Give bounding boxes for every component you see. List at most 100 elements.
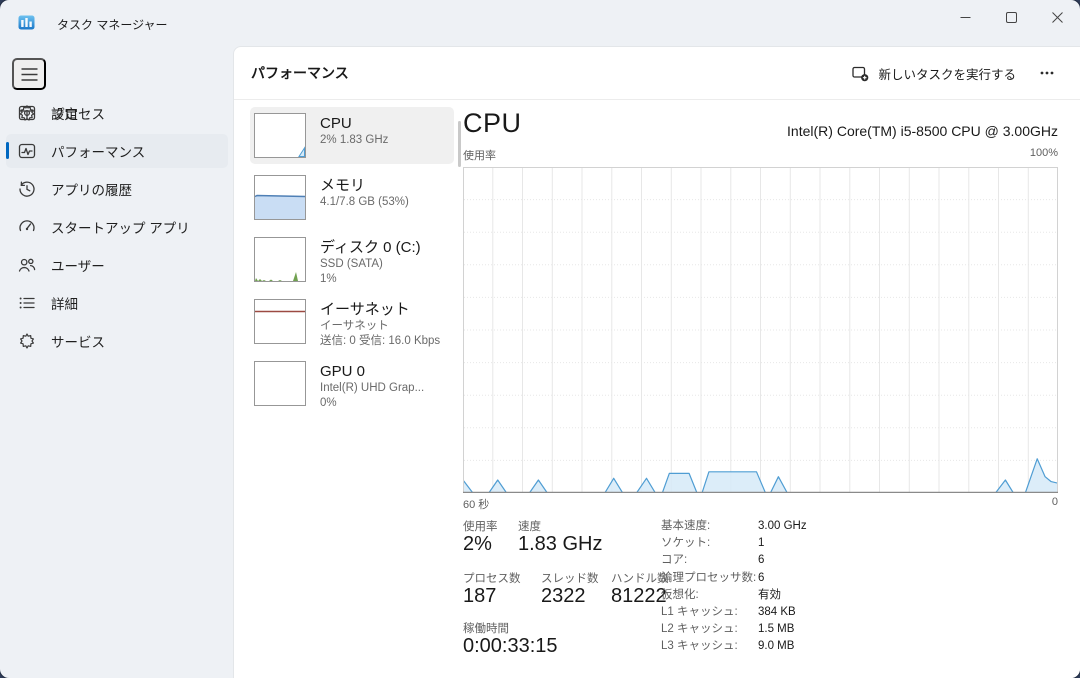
minimize-button[interactable] <box>942 0 988 34</box>
sidebar-item-settings[interactable]: 設定 <box>6 96 228 130</box>
stat-label: 速度 <box>518 521 541 533</box>
stat-label: 稼働時間 <box>463 623 509 635</box>
spec-value: 3.00 GHz <box>758 520 807 532</box>
cpu-stats: 使用率 速度 2% 1.83 GHz プロセス数 スレッド数 ハンドル数 187… <box>463 516 1058 678</box>
device-status: SSD (SATA) <box>320 258 383 270</box>
minimize-icon <box>960 16 970 18</box>
list-item-text: CPU 2% 1.83 GHz <box>320 113 388 158</box>
chart-y-axis-label: 使用率 <box>463 150 496 162</box>
cpu-model-name: Intel(R) Core(TM) i5-8500 CPU @ 3.00GHz <box>787 123 1058 139</box>
hamburger-icon <box>21 67 37 81</box>
cpu-heading: CPU <box>463 108 522 138</box>
spec-label: L1 キャッシュ: <box>661 606 738 619</box>
spec-value: 6 <box>758 554 765 567</box>
disk-mini-chart <box>254 237 306 282</box>
spec-label: 基本速度: <box>661 520 711 532</box>
stat-label: 使用率 <box>463 521 498 533</box>
device-title: CPU <box>320 115 352 132</box>
device-status: 0% <box>320 397 337 409</box>
gpu-mini-chart <box>254 361 306 406</box>
sidebar-item-label: 詳細 <box>51 297 78 312</box>
device-title: GPU 0 <box>320 363 366 380</box>
spec-value: 384 KB <box>758 606 796 619</box>
stat-value-uptime: 0:00:33:15 <box>463 635 558 657</box>
new-task-icon <box>852 66 869 81</box>
spec-label: コア: <box>661 554 688 567</box>
run-new-task-button[interactable]: 新しいタスクを実行する <box>842 57 1026 90</box>
sidebar-item-label: パフォーマンス <box>51 145 146 160</box>
sidebar-item-performance[interactable]: パフォーマンス <box>6 134 228 168</box>
sidebar-item-label: プロセス <box>51 107 105 122</box>
device-status: Intel(R) UHD Grap... <box>320 382 425 394</box>
list-item-text: イーサネット イーサネット 送信: 0 受信: 16.0 Kbps <box>320 299 440 347</box>
chart-x-max-label: 0 <box>1051 496 1058 508</box>
maximize-button[interactable] <box>988 0 1034 34</box>
page-title: パフォーマンス <box>251 65 349 81</box>
memory-mini-chart <box>254 175 306 220</box>
list-item-cpu[interactable]: CPU 2% 1.83 GHz <box>250 107 454 164</box>
chart-y-max-label: 100% <box>1029 147 1058 159</box>
device-title: イーサネット <box>320 301 410 318</box>
device-status: 4.1/7.8 GB (53%) <box>320 196 409 208</box>
list-item-gpu0[interactable]: GPU 0 Intel(R) UHD Grap... 0% <box>250 355 454 412</box>
stat-value-processes: 187 <box>463 585 497 607</box>
list-scrollbar-thumb[interactable] <box>458 121 461 167</box>
spec-label: L3 キャッシュ: <box>661 640 738 653</box>
ellipsis-icon <box>1040 71 1054 75</box>
device-status: 2% 1.83 GHz <box>320 134 389 146</box>
stat-value-speed: 1.83 GHz <box>518 533 603 555</box>
services-icon <box>17 332 36 351</box>
sidebar-item-startup-apps[interactable]: スタートアップ アプリ <box>6 210 228 244</box>
sidebar: プロセス パフォーマンス アプリの履歴 スタートアップ アプリ ユーザー <box>6 96 228 362</box>
list-item-text: ディスク 0 (C:) SSD (SATA) 1% <box>320 237 421 285</box>
history-clock-icon <box>17 180 36 199</box>
users-icon <box>17 256 36 275</box>
sidebar-item-app-history[interactable]: アプリの履歴 <box>6 172 228 206</box>
list-item-disk0[interactable]: ディスク 0 (C:) SSD (SATA) 1% <box>250 231 454 288</box>
window-controls <box>942 0 1080 34</box>
sidebar-item-label: 設定 <box>51 107 78 122</box>
sidebar-item-label: サービス <box>51 335 105 350</box>
sidebar-item-label: スタートアップ アプリ <box>51 221 190 236</box>
sidebar-item-label: アプリの履歴 <box>51 183 132 198</box>
device-status: 1% <box>320 273 337 285</box>
list-item-text: メモリ 4.1/7.8 GB (53%) <box>320 175 409 220</box>
performance-device-list: CPU 2% 1.83 GHz メモリ 4.1/7.8 GB (53%) <box>250 107 454 417</box>
maximize-icon <box>1005 11 1017 23</box>
device-title: ディスク 0 (C:) <box>320 239 421 256</box>
sidebar-item-users[interactable]: ユーザー <box>6 248 228 282</box>
spec-value: 有効 <box>758 588 781 601</box>
device-title: メモリ <box>320 177 366 194</box>
gear-icon <box>17 104 36 123</box>
task-manager-app-icon <box>18 14 35 31</box>
content-panel: パフォーマンス 新しいタスクを実行する <box>233 46 1080 678</box>
stat-value-handles: 81222 <box>611 585 667 607</box>
cpu-spec-list: 基本速度: 3.00 GHz ソケット: 1 コア: 6 論理プロセッサ数: 6 仮想化… <box>661 518 807 656</box>
performance-icon <box>17 142 36 161</box>
command-bar: パフォーマンス 新しいタスクを実行する <box>234 47 1080 100</box>
sidebar-footer: 設定 <box>6 96 228 669</box>
spec-label: 仮想化: <box>661 588 699 601</box>
cpu-usage-chart <box>463 167 1058 493</box>
sidebar-item-details[interactable]: 詳細 <box>6 286 228 320</box>
stat-label: プロセス数 <box>463 573 521 585</box>
stat-value-usage: 2% <box>463 533 492 555</box>
spec-value: 1 <box>758 537 765 550</box>
sidebar-item-label: ユーザー <box>51 259 105 274</box>
navigation-menu-button[interactable] <box>12 58 46 90</box>
titlebar: タスク マネージャー <box>0 0 1080 46</box>
cpu-detail-pane: CPU Intel(R) Core(TM) i5-8500 CPU @ 3.00… <box>463 101 1058 678</box>
close-button[interactable] <box>1034 0 1080 34</box>
command-bar-actions: 新しいタスクを実行する <box>842 57 1064 90</box>
list-item-ethernet[interactable]: イーサネット イーサネット 送信: 0 受信: 16.0 Kbps <box>250 293 454 350</box>
spec-value: 9.0 MB <box>758 640 795 653</box>
run-new-task-label: 新しいタスクを実行する <box>878 67 1016 82</box>
close-icon <box>1051 11 1063 23</box>
more-options-button[interactable] <box>1030 58 1064 88</box>
list-item-memory[interactable]: メモリ 4.1/7.8 GB (53%) <box>250 169 454 226</box>
spec-label: 論理プロセッサ数: <box>661 571 757 584</box>
sidebar-item-services[interactable]: サービス <box>6 324 228 358</box>
spec-label: L2 キャッシュ: <box>661 623 738 636</box>
device-status: 送信: 0 受信: 16.0 Kbps <box>320 335 441 347</box>
